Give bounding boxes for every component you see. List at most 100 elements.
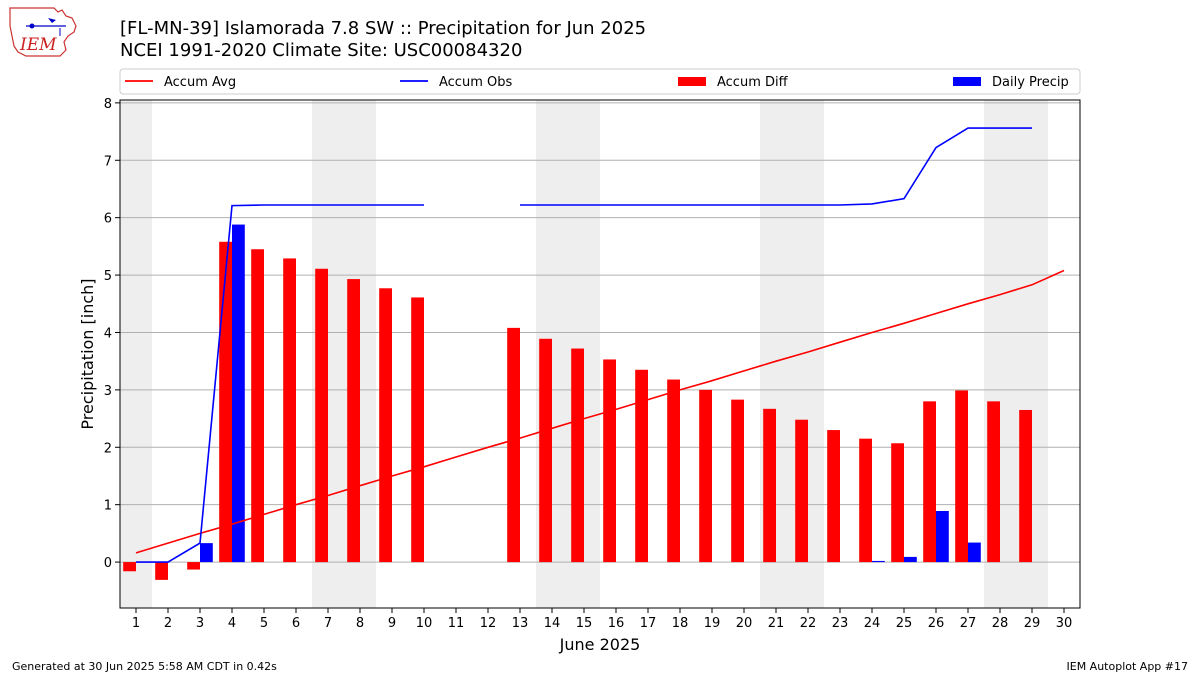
x-axis-ticks: 1 2 3 4 5 6 7 8 9 10 11 12 13 14 15 16 17 18 19 20 21 22 23 24 2… (132, 608, 1072, 631)
legend-swatch-daily-precip (953, 77, 981, 86)
accum-diff-bar (155, 562, 168, 580)
x-tick-label: 1 (132, 616, 140, 631)
logo-text: IEM (19, 35, 57, 55)
x-tick-label: 28 (992, 616, 1009, 631)
legend-box (119, 68, 1081, 95)
accum-diff-bar (763, 408, 776, 563)
x-tick-label: 6 (292, 616, 300, 631)
accum-diff-bar (635, 369, 648, 563)
accum-diff-bar (571, 348, 584, 563)
accum-diff-bar (187, 562, 200, 570)
accum-diff-bar (795, 419, 808, 563)
footer-generated: Generated at 30 Jun 2025 5:58 AM CDT in … (12, 660, 277, 673)
accum-obs-line (136, 127, 1032, 563)
iem-logo-graphic: IEM (9, 7, 77, 57)
x-tick-label: 17 (640, 616, 657, 631)
iem-logo: IEM (8, 6, 80, 62)
legend: Accum Avg Accum Obs Accum Diff Daily Precip (119, 68, 1081, 95)
x-tick-label: 27 (960, 616, 977, 631)
x-tick-label: 25 (896, 616, 913, 631)
accum-diff-bar (923, 401, 936, 563)
accum-diff-bar (667, 379, 680, 563)
legend-label-daily-precip: Daily Precip (992, 75, 1069, 90)
y-tick-label: 8 (104, 97, 112, 112)
daily-precip-bar (968, 542, 981, 563)
x-tick-label: 5 (260, 616, 268, 631)
accum-diff-bar (891, 443, 904, 563)
x-tick-label: 26 (928, 616, 945, 631)
accum-diff-bar (347, 279, 360, 563)
y-tick-label: 1 (104, 499, 112, 514)
x-tick-label: 8 (356, 616, 364, 631)
accum-diff-bar (1019, 409, 1032, 563)
x-tick-label: 11 (448, 616, 465, 631)
legend-label-accum-obs: Accum Obs (439, 75, 512, 90)
x-tick-label: 14 (544, 616, 561, 631)
x-tick-label: 4 (228, 616, 236, 631)
daily-precip-bar (872, 560, 885, 563)
accum-diff-bar (507, 327, 520, 563)
x-tick-label: 7 (324, 616, 332, 631)
accum-diff-bar (987, 401, 1000, 563)
accum-diff-bar (379, 288, 392, 563)
daily-precip-bar (200, 543, 213, 563)
accum-diff-bar (859, 438, 872, 563)
y-axis-label: Precipitation [inch] (78, 278, 97, 429)
y-tick-label: 7 (104, 154, 112, 169)
accum-diff-bar (123, 562, 136, 572)
accum-diff-bar (955, 390, 968, 563)
legend-item-accum-obs: Accum Obs (400, 75, 512, 90)
bars (123, 224, 1032, 580)
x-tick-label: 16 (608, 616, 625, 631)
x-tick-label: 29 (1024, 616, 1041, 631)
legend-item-accum-diff: Accum Diff (678, 75, 789, 90)
accum-avg-line (135, 269, 1065, 554)
footer-app: IEM Autoplot App #17 (1066, 660, 1189, 673)
x-axis-label: June 2025 (559, 635, 641, 654)
x-tick-label: 10 (416, 616, 433, 631)
accum-diff-bar (827, 430, 840, 563)
x-tick-label: 21 (768, 616, 785, 631)
x-tick-label: 18 (672, 616, 689, 631)
accum-diff-bar (411, 297, 424, 563)
y-axis-ticks: 0 1 2 3 4 5 6 7 8 (104, 97, 120, 571)
accum-diff-bar (315, 268, 328, 563)
legend-label-accum-avg: Accum Avg (164, 75, 236, 90)
x-tick-label: 15 (576, 616, 593, 631)
legend-label-accum-diff: Accum Diff (717, 75, 789, 90)
x-tick-label: 19 (704, 616, 721, 631)
accum-diff-bar (539, 338, 552, 563)
x-tick-label: 9 (388, 616, 396, 631)
accum-diff-bar (731, 399, 744, 563)
y-tick-label: 3 (104, 384, 112, 399)
x-tick-label: 12 (480, 616, 497, 631)
legend-item-accum-avg: Accum Avg (125, 75, 236, 90)
accum-diff-bar (603, 359, 616, 563)
y-tick-label: 6 (104, 212, 112, 227)
gridlines (120, 102, 1080, 563)
plot-frame (119, 99, 1081, 609)
y-tick-label: 4 (104, 326, 112, 341)
x-tick-label: 30 (1056, 616, 1073, 631)
x-tick-label: 20 (736, 616, 753, 631)
x-tick-label: 24 (864, 616, 881, 631)
accum-diff-bar (283, 258, 296, 563)
weekend-shade (120, 100, 152, 608)
chart-subtitle: NCEI 1991-2020 Climate Site: USC00084320 (120, 40, 523, 61)
x-tick-label: 22 (800, 616, 817, 631)
accum-diff-bar (699, 389, 712, 563)
x-tick-label: 23 (832, 616, 849, 631)
daily-precip-bar (232, 224, 245, 563)
x-tick-label: 2 (164, 616, 172, 631)
x-tick-label: 13 (512, 616, 529, 631)
accum-diff-bar (219, 241, 232, 563)
y-tick-label: 5 (104, 269, 112, 284)
y-tick-label: 2 (104, 441, 112, 456)
y-tick-label: 0 (104, 556, 112, 571)
lines (135, 127, 1065, 563)
accum-diff-bar (251, 249, 264, 563)
x-tick-label: 3 (196, 616, 204, 631)
daily-precip-bar (904, 556, 917, 563)
legend-swatch-accum-diff (678, 77, 706, 86)
